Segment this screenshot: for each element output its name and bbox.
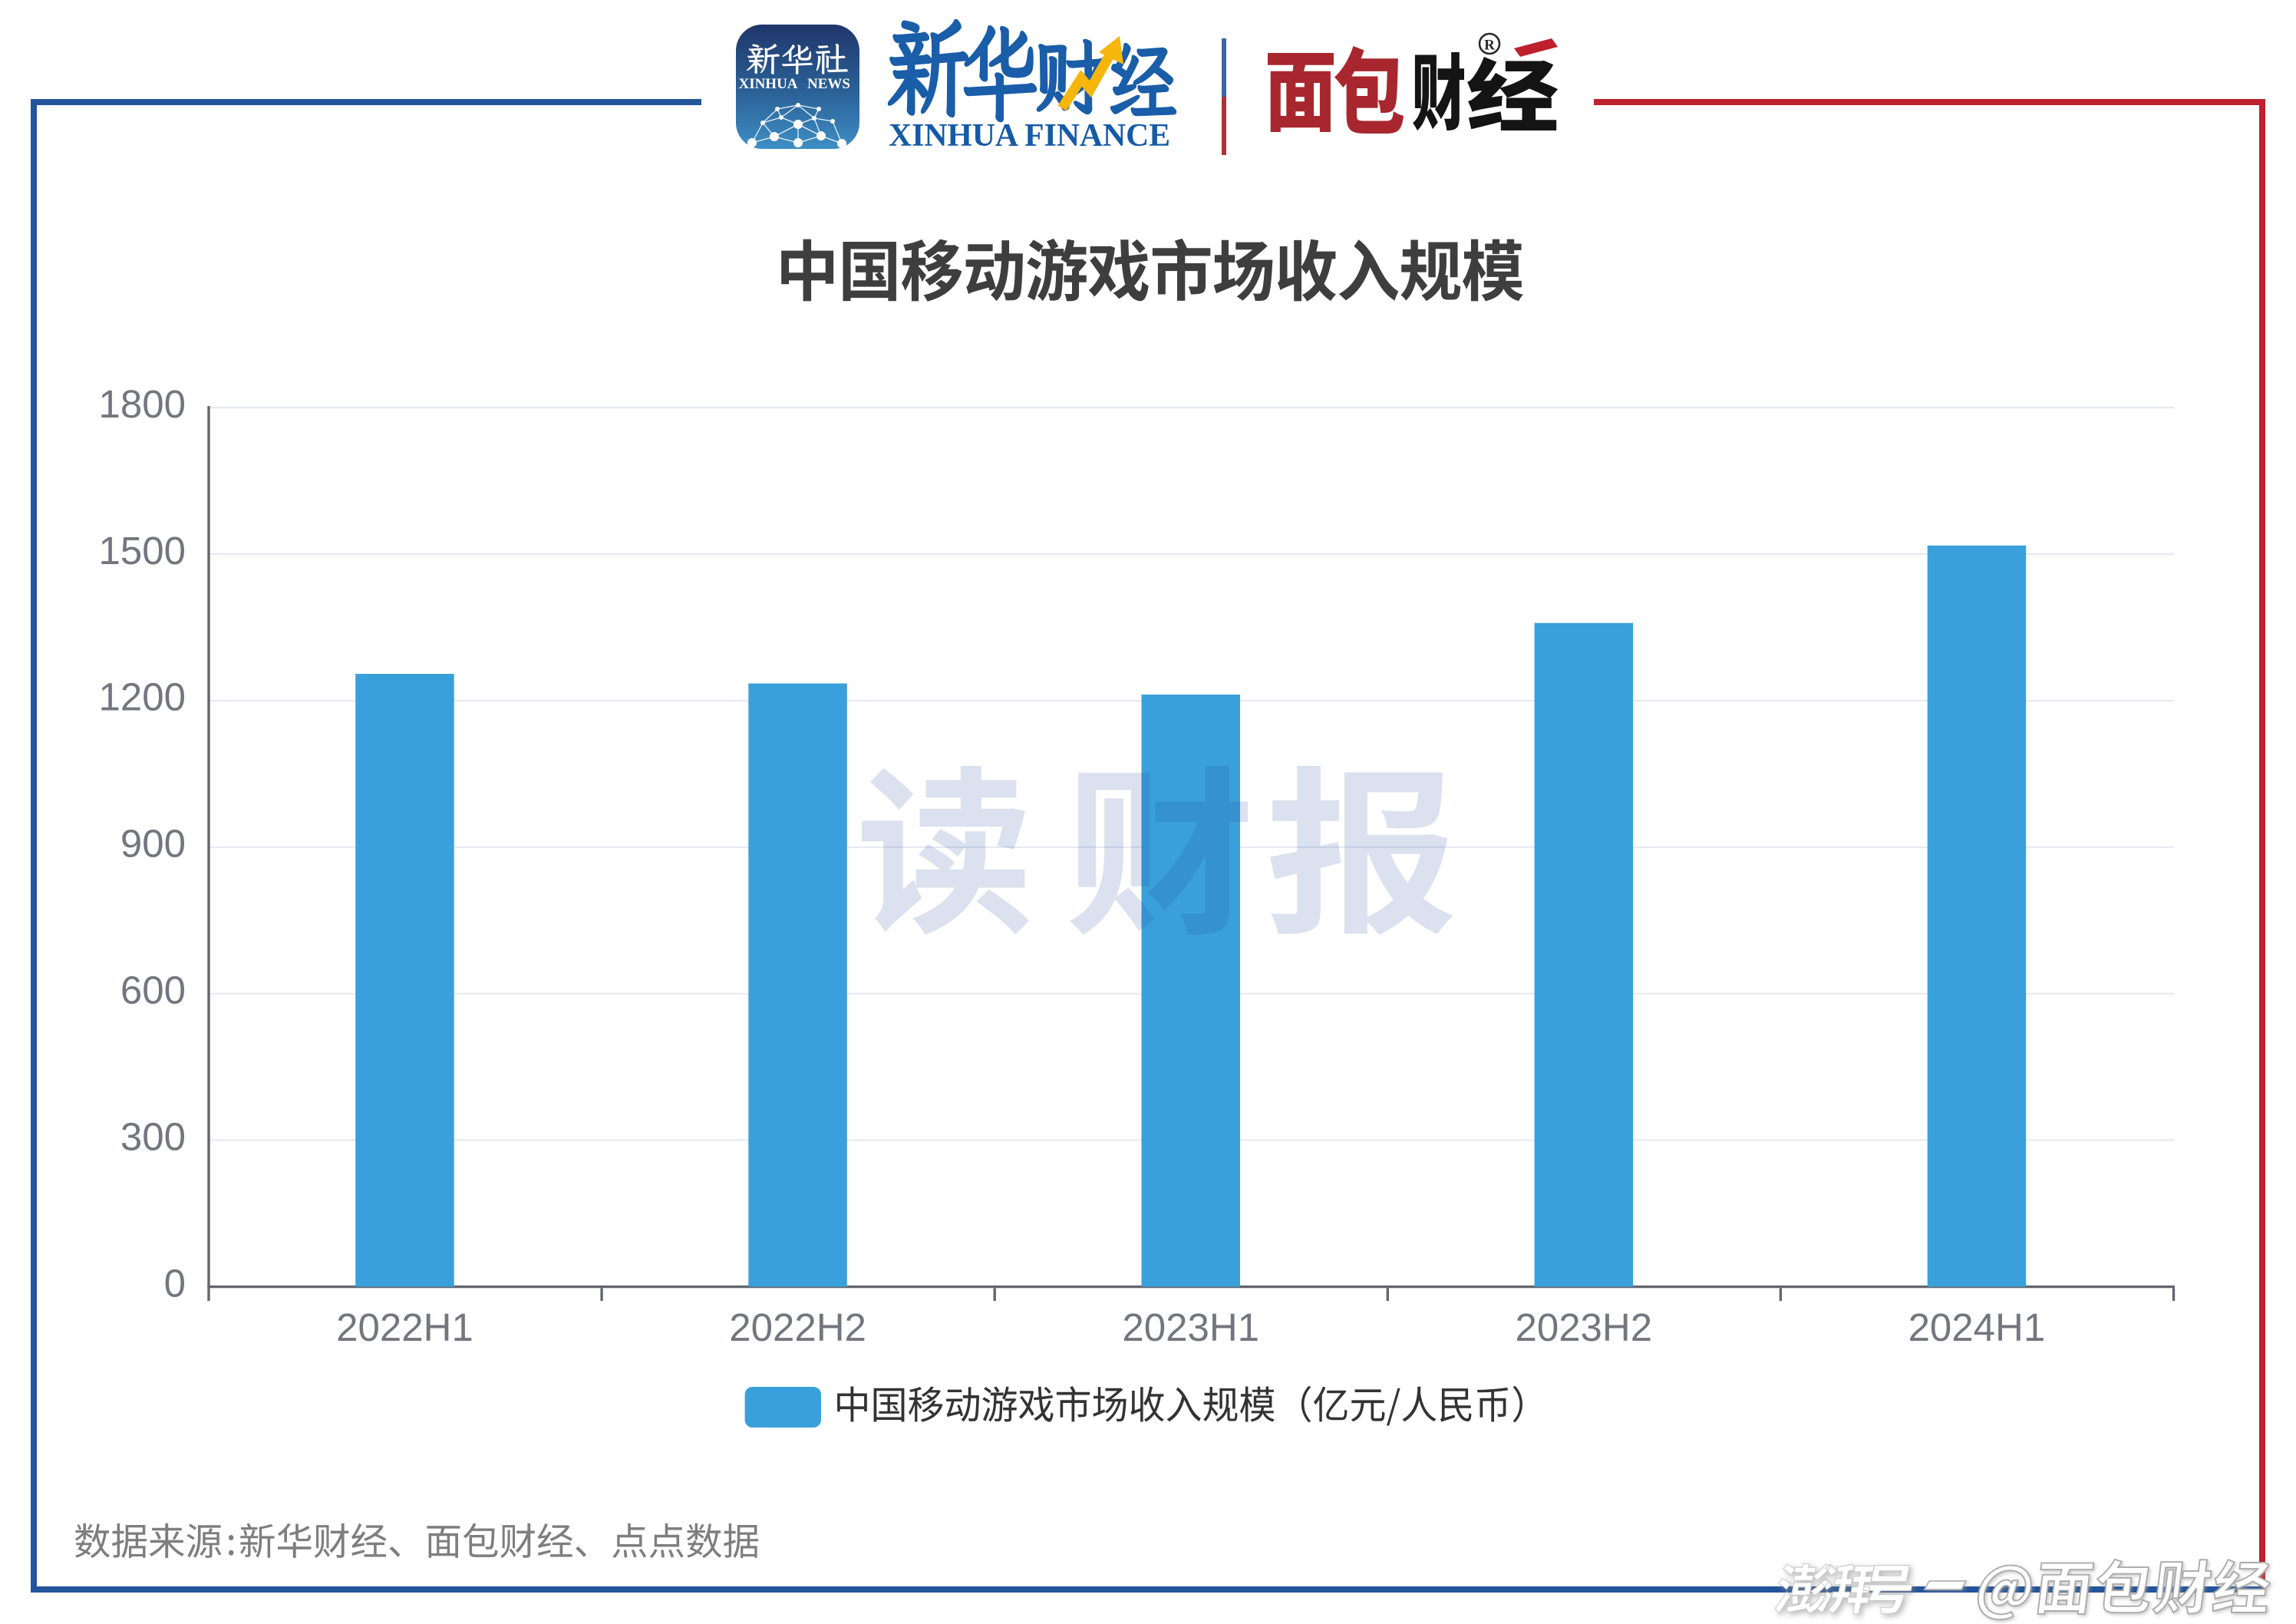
svg-text:2023H1: 2023H1 (1122, 1305, 1259, 1349)
svg-text:2023H2: 2023H2 (1515, 1305, 1652, 1349)
svg-text:2024H1: 2024H1 (1908, 1305, 2046, 1349)
svg-text:900: 900 (120, 822, 186, 866)
svg-text:2022H1: 2022H1 (336, 1305, 473, 1349)
svg-text:XINHUA: XINHUA (738, 76, 797, 92)
svg-text:NEWS: NEWS (807, 76, 850, 92)
svg-text:300: 300 (120, 1114, 186, 1158)
svg-text:0: 0 (164, 1261, 186, 1305)
svg-text:XINHUA FINANCE: XINHUA FINANCE (889, 118, 1170, 153)
svg-text:R: R (1484, 38, 1495, 54)
svg-text:1200: 1200 (99, 675, 186, 719)
svg-text:1800: 1800 (99, 382, 186, 426)
svg-text:2022H2: 2022H2 (729, 1305, 866, 1349)
svg-text:600: 600 (120, 969, 186, 1012)
svg-text:1500: 1500 (99, 529, 186, 573)
